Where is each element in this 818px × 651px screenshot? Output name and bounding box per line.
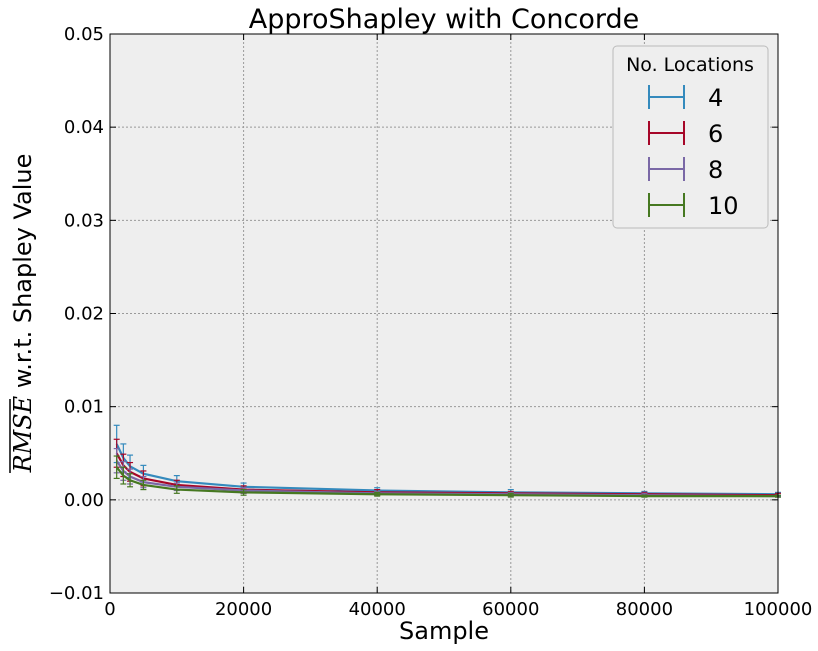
x-tick-label: 80000 xyxy=(616,599,673,620)
y-tick-label: 0.01 xyxy=(64,397,104,418)
legend: No. Locations 4 6 8 10 xyxy=(612,45,769,229)
y-tick-label: 0.05 xyxy=(64,24,104,45)
legend-label: 6 xyxy=(708,120,723,148)
legend-title: No. Locations xyxy=(626,54,754,76)
x-tick-label: 20000 xyxy=(215,599,272,620)
svg-text:RMSE w.r.t. Shapley Value: RMSE w.r.t. Shapley Value xyxy=(9,154,37,474)
y-tick-label: 0.04 xyxy=(64,117,104,138)
legend-item-4: 4 xyxy=(648,84,723,112)
y-axis-label: RMSE w.r.t. Shapley Value xyxy=(9,154,37,474)
y-tick-label: −0.01 xyxy=(49,583,104,604)
y-tick-label: 0.00 xyxy=(64,490,104,511)
legend-label: 10 xyxy=(708,192,739,220)
x-tick-label: 0 xyxy=(104,599,115,620)
series-layer xyxy=(113,424,781,498)
y-axis-label-text: w.r.t. Shapley Value xyxy=(9,154,37,396)
x-tick-label: 40000 xyxy=(349,599,406,620)
x-tick-label: 60000 xyxy=(482,599,539,620)
legend-item-8: 8 xyxy=(648,156,723,184)
x-tick-label: 100000 xyxy=(744,599,813,620)
legend-label: 4 xyxy=(708,84,723,112)
legend-items: 4 6 8 10 xyxy=(648,84,739,220)
y-tick-label: 0.02 xyxy=(64,304,104,325)
legend-label: 8 xyxy=(708,156,723,184)
y-axis-label-math: RMSE xyxy=(9,395,37,473)
legend-box xyxy=(612,45,769,229)
series-line-10 xyxy=(115,466,778,498)
y-tick-label: 0.03 xyxy=(64,210,104,231)
x-axis-label: Sample xyxy=(399,617,489,645)
ticks: 0 20000 40000 60000 80000 100000 −0.01 0.00 0.01… xyxy=(49,24,813,620)
legend-item-10: 10 xyxy=(648,192,739,220)
legend-item-6: 6 xyxy=(648,120,723,148)
chart-title: ApproShapley with Concorde xyxy=(249,4,639,35)
